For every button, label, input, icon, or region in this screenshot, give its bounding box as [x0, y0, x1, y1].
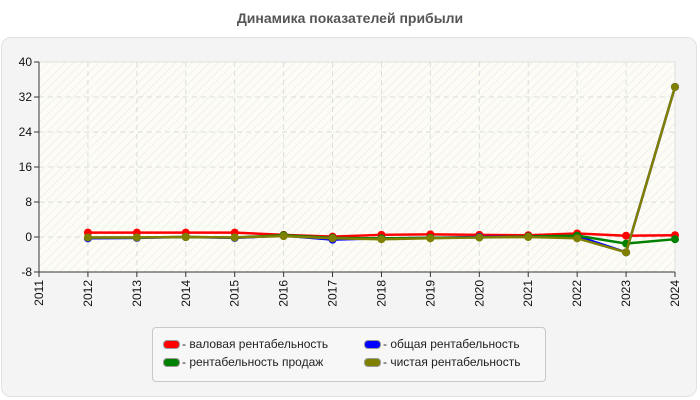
- svg-text:32: 32: [19, 90, 33, 104]
- legend-item-sales-margin: - рентабельность продаж: [163, 355, 323, 369]
- svg-text:2019: 2019: [423, 280, 437, 307]
- legend-item-net-margin: - чистая рентабельность: [364, 355, 520, 369]
- svg-text:2011: 2011: [32, 280, 46, 306]
- legend-swatch-red: [163, 339, 180, 349]
- legend-swatch-olive: [364, 357, 381, 367]
- svg-text:8: 8: [25, 195, 32, 209]
- svg-text:2018: 2018: [374, 280, 388, 307]
- svg-text:40: 40: [19, 55, 33, 69]
- svg-text:2022: 2022: [570, 280, 584, 307]
- svg-text:2020: 2020: [472, 280, 486, 307]
- svg-text:2021: 2021: [521, 280, 535, 307]
- data-series: [83, 82, 679, 257]
- legend-label: - общая рентабельность: [383, 337, 520, 351]
- svg-text:2024: 2024: [668, 280, 682, 307]
- legend-item-total-margin: - общая рентабельность: [364, 337, 520, 351]
- axes: -8 0 8 16 24 32 40 2011 2012 2013 2014 2015 2016 2017…: [19, 55, 682, 307]
- legend-item-gross-margin: - валовая рентабельность: [163, 337, 328, 351]
- svg-text:-8: -8: [21, 265, 32, 279]
- svg-text:2023: 2023: [619, 280, 633, 307]
- svg-text:2017: 2017: [326, 280, 340, 307]
- svg-text:0: 0: [25, 230, 32, 244]
- svg-text:2014: 2014: [179, 280, 193, 307]
- legend-label: - чистая рентабельность: [383, 355, 521, 369]
- legend: - валовая рентабельность - общая рентабе…: [152, 327, 546, 382]
- svg-text:2012: 2012: [81, 280, 95, 307]
- svg-text:2015: 2015: [228, 280, 242, 307]
- svg-text:24: 24: [19, 125, 33, 139]
- legend-swatch-green: [163, 357, 180, 367]
- legend-swatch-blue: [364, 339, 381, 349]
- svg-text:2016: 2016: [277, 280, 291, 307]
- legend-label: - рентабельность продаж: [182, 355, 324, 369]
- svg-text:16: 16: [19, 160, 33, 174]
- svg-text:2013: 2013: [130, 280, 144, 307]
- chart-title: Динамика показателей прибыли: [236, 10, 464, 26]
- legend-label: - валовая рентабельность: [182, 337, 329, 351]
